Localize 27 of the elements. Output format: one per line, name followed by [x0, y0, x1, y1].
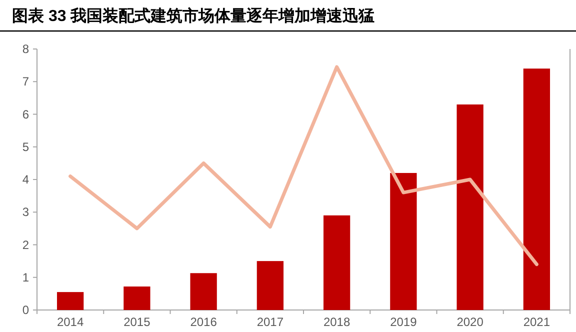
- bar: [124, 286, 150, 310]
- bar: [323, 215, 350, 310]
- bar: [390, 172, 417, 310]
- bar: [56, 292, 84, 310]
- bar: [456, 104, 484, 310]
- chart-title: 图表 33 我国装配式建筑市场体量逐年增加增速迅猛: [12, 7, 375, 25]
- x-tick-label: 2020: [456, 315, 484, 329]
- y-tick-label: 4: [22, 172, 30, 186]
- y-tick-label: 3: [22, 205, 30, 220]
- bar: [190, 273, 217, 310]
- x-tick-label: 2021: [523, 315, 550, 329]
- y-tick-label: 8: [22, 42, 30, 56]
- bar: [523, 68, 550, 310]
- bar: [256, 261, 284, 310]
- y-tick-label: 7: [22, 74, 30, 89]
- x-tick-label: 2016: [190, 315, 218, 329]
- x-tick-label: 2015: [124, 315, 151, 329]
- x-tick-label: 2014: [56, 315, 84, 329]
- x-tick-label: 2017: [256, 315, 284, 329]
- y-tick-label: 1: [22, 270, 30, 284]
- x-tick-label: 2018: [323, 315, 350, 329]
- y-tick-label: 2: [22, 238, 30, 252]
- y-tick-label: 6: [22, 107, 30, 122]
- x-tick-label: 2019: [390, 315, 418, 329]
- line-series: [68, 65, 538, 266]
- y-tick-label: 5: [22, 140, 30, 154]
- y-tick-label: 0: [22, 303, 30, 317]
